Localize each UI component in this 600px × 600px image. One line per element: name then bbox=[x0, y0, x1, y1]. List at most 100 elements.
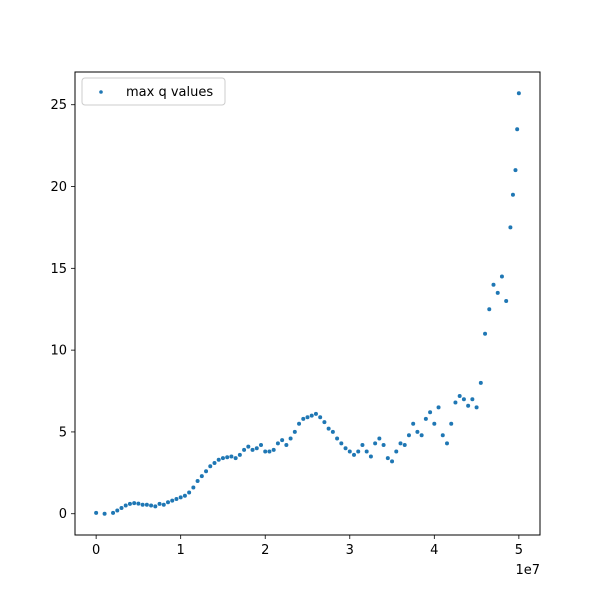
data-point bbox=[119, 506, 124, 511]
legend-label-max-q-values: max q values bbox=[126, 85, 213, 100]
data-point bbox=[356, 449, 361, 454]
data-point bbox=[140, 502, 145, 507]
legend-marker bbox=[99, 90, 103, 94]
data-point bbox=[364, 449, 369, 454]
data-point bbox=[432, 421, 437, 426]
data-point bbox=[487, 307, 492, 312]
data-point bbox=[187, 490, 192, 495]
data-point bbox=[292, 429, 297, 434]
plot-frame bbox=[74, 71, 541, 536]
data-point bbox=[385, 456, 390, 461]
data-point bbox=[178, 495, 183, 500]
data-point bbox=[204, 469, 209, 474]
data-point bbox=[212, 461, 217, 466]
data-point bbox=[136, 501, 141, 506]
data-point bbox=[153, 504, 158, 509]
data-point bbox=[453, 400, 458, 405]
legend-box bbox=[81, 77, 226, 106]
data-point bbox=[191, 485, 196, 490]
data-point bbox=[297, 421, 302, 426]
data-point bbox=[166, 500, 170, 505]
data-point bbox=[381, 443, 386, 448]
y-tick-label: 10 bbox=[50, 344, 67, 359]
data-point bbox=[352, 452, 356, 457]
x-tick-label: 5 bbox=[515, 543, 523, 558]
data-point bbox=[330, 429, 335, 434]
data-point bbox=[149, 503, 154, 508]
data-point bbox=[398, 441, 403, 446]
data-point bbox=[246, 444, 251, 449]
data-point bbox=[220, 456, 225, 461]
data-point bbox=[390, 459, 395, 464]
data-point bbox=[115, 508, 120, 513]
x-tick-label: 3 bbox=[346, 543, 354, 558]
data-point bbox=[508, 225, 513, 230]
data-point bbox=[440, 433, 445, 438]
data-point bbox=[263, 449, 268, 454]
data-point bbox=[373, 441, 378, 446]
x-tick-label: 0 bbox=[92, 543, 100, 558]
data-point bbox=[254, 446, 259, 451]
data-point bbox=[406, 433, 411, 438]
data-point bbox=[470, 397, 475, 402]
plot-background bbox=[75, 72, 540, 535]
data-point bbox=[318, 415, 323, 420]
data-point bbox=[199, 474, 204, 479]
data-point bbox=[394, 449, 399, 454]
x-tick-label: 1 bbox=[177, 543, 185, 558]
data-point bbox=[161, 502, 166, 507]
data-point bbox=[513, 168, 518, 173]
data-point bbox=[250, 447, 255, 452]
data-point bbox=[123, 503, 128, 508]
data-point bbox=[216, 457, 221, 462]
data-point bbox=[402, 443, 407, 448]
data-point bbox=[495, 290, 500, 295]
data-point bbox=[111, 510, 116, 515]
data-point bbox=[271, 447, 276, 452]
data-point bbox=[280, 438, 285, 443]
x-tick-label: 4 bbox=[430, 543, 438, 558]
data-point bbox=[335, 436, 340, 441]
data-point bbox=[360, 443, 365, 448]
data-point bbox=[326, 426, 331, 431]
y-tick-label: 20 bbox=[50, 180, 67, 195]
data-point bbox=[457, 393, 462, 398]
data-point bbox=[233, 456, 238, 461]
data-point bbox=[466, 403, 471, 408]
data-point bbox=[195, 479, 200, 484]
data-point bbox=[313, 411, 318, 416]
data-point bbox=[301, 416, 306, 421]
points-layer bbox=[94, 91, 521, 516]
data-point bbox=[499, 274, 504, 279]
data-point bbox=[343, 446, 348, 451]
data-point bbox=[478, 380, 483, 385]
data-point bbox=[127, 501, 132, 506]
data-point bbox=[242, 447, 247, 452]
data-point bbox=[347, 449, 352, 454]
data-point bbox=[419, 433, 424, 438]
x-axis: 0 1 2 3 4 5 bbox=[92, 535, 523, 558]
data-point bbox=[504, 299, 509, 304]
data-point bbox=[423, 416, 428, 421]
data-point bbox=[182, 493, 187, 498]
data-point bbox=[368, 454, 373, 459]
data-point bbox=[339, 441, 344, 446]
data-point bbox=[415, 429, 420, 434]
data-point bbox=[483, 331, 488, 336]
data-point bbox=[322, 420, 327, 425]
data-point bbox=[491, 282, 496, 287]
data-point bbox=[288, 436, 293, 441]
data-point bbox=[449, 421, 454, 426]
y-tick-label: 15 bbox=[50, 262, 67, 277]
legend: max q values bbox=[81, 77, 226, 106]
data-point bbox=[94, 510, 99, 515]
data-point bbox=[229, 454, 234, 459]
data-point bbox=[275, 441, 280, 446]
data-point bbox=[411, 421, 416, 426]
data-point bbox=[237, 452, 242, 457]
data-point bbox=[267, 449, 272, 454]
y-tick-label: 0 bbox=[59, 507, 67, 522]
data-point bbox=[309, 413, 314, 418]
data-point bbox=[474, 405, 479, 410]
